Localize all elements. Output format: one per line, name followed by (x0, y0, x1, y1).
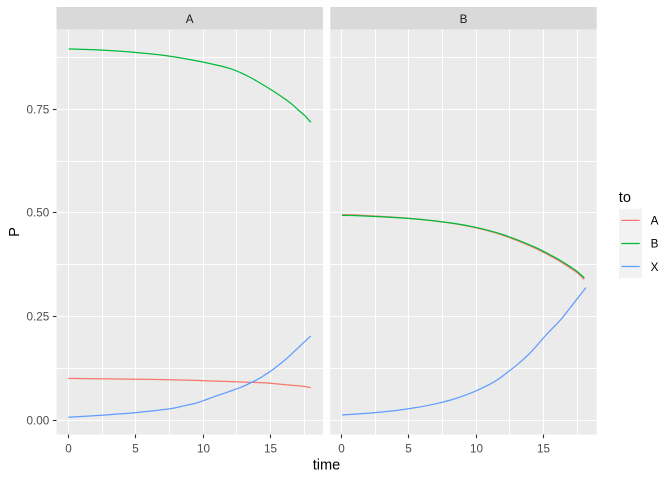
svg-text:P: P (7, 227, 23, 237)
svg-text:0.50: 0.50 (27, 207, 50, 220)
svg-text:0.00: 0.00 (27, 415, 50, 428)
svg-text:B: B (460, 13, 468, 26)
svg-text:B: B (651, 238, 659, 251)
svg-text:time: time (313, 458, 341, 474)
svg-text:5: 5 (132, 442, 139, 455)
svg-text:0: 0 (338, 442, 345, 455)
svg-text:0.75: 0.75 (27, 104, 50, 117)
svg-text:A: A (186, 13, 194, 26)
svg-text:15: 15 (264, 442, 278, 455)
svg-text:15: 15 (537, 442, 551, 455)
svg-text:X: X (651, 261, 659, 274)
svg-text:10: 10 (197, 442, 211, 455)
svg-text:0.25: 0.25 (27, 311, 50, 324)
svg-text:A: A (651, 215, 659, 228)
svg-text:10: 10 (470, 442, 484, 455)
svg-text:0: 0 (65, 442, 72, 455)
svg-text:5: 5 (405, 442, 412, 455)
svg-text:to: to (619, 190, 631, 206)
